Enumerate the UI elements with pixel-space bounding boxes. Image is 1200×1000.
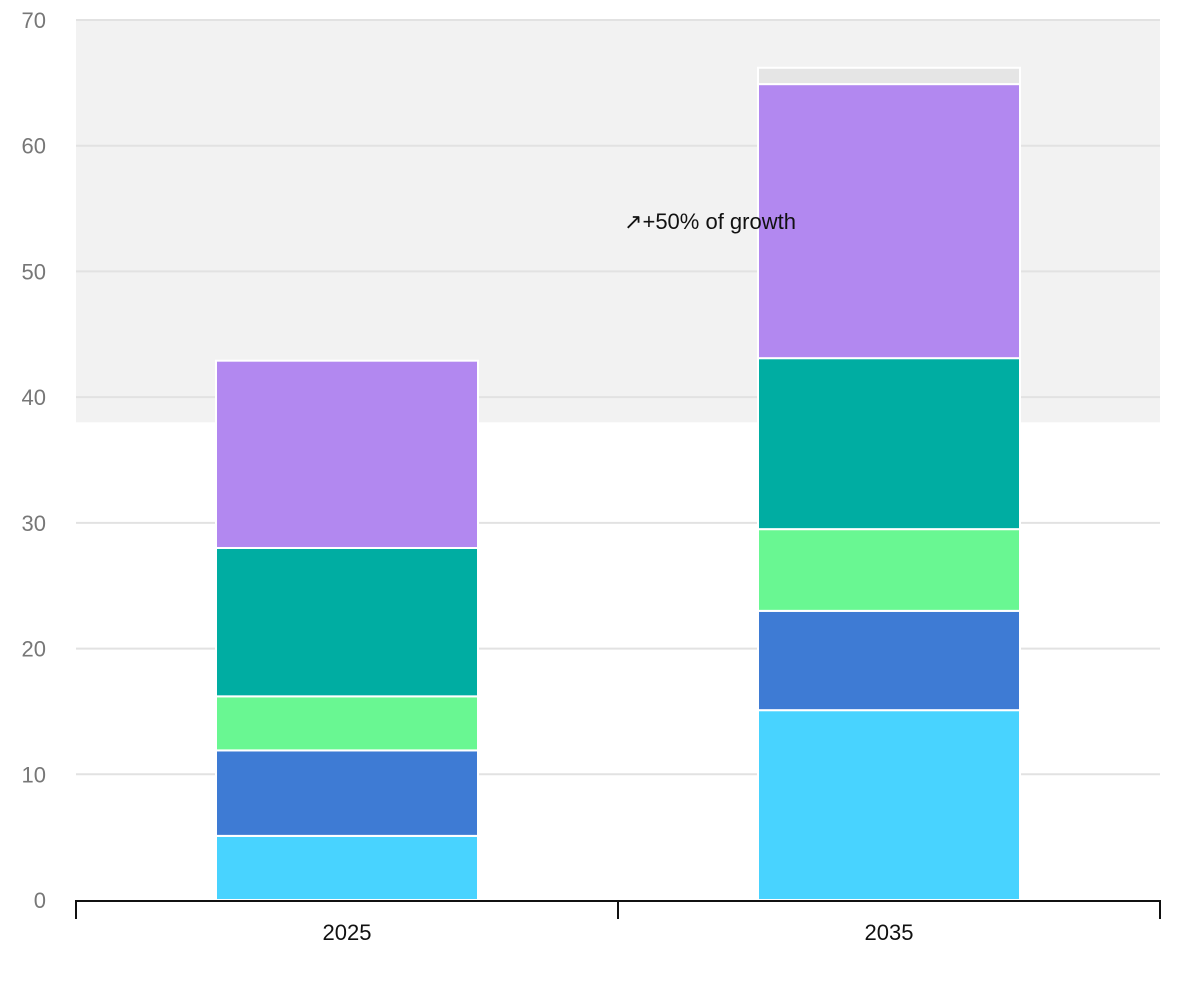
bar-segment-2025-0 (215, 834, 479, 902)
bar-segment-2025-1 (215, 749, 479, 837)
x-axis-labels: 2025 2035 (323, 920, 914, 945)
bar-segment-2025-4 (215, 359, 479, 549)
bars (215, 66, 1021, 902)
bar-segment-2035-0 (757, 709, 1021, 902)
bar-segment-2035-1 (757, 609, 1021, 712)
bar-segment-2035-4 (757, 83, 1021, 360)
bar-segment-2025-3 (215, 547, 479, 698)
bar-segment-2035-2 (757, 528, 1021, 612)
y-tick-label-0: 0 (34, 888, 46, 913)
y-tick-label-20: 20 (22, 637, 46, 662)
bar-segment-2025-2 (215, 695, 479, 752)
growth-annotation: ↗+50% of growth (624, 209, 796, 234)
y-tick-label-30: 30 (22, 511, 46, 536)
y-tick-label-60: 60 (22, 134, 46, 159)
x-axis (75, 900, 1161, 919)
x-tick-label-2035: 2035 (865, 920, 914, 945)
y-tick-label-10: 10 (22, 762, 46, 787)
y-tick-label-70: 70 (22, 8, 46, 33)
bar-segment-2035-5 (757, 66, 1021, 86)
y-axis-ticks: 0 10 20 30 40 50 60 70 (22, 8, 46, 913)
bar-segment-2035-3 (757, 357, 1021, 531)
y-tick-label-50: 50 (22, 259, 46, 284)
y-tick-label-40: 40 (22, 385, 46, 410)
x-tick-label-2025: 2025 (323, 920, 372, 945)
